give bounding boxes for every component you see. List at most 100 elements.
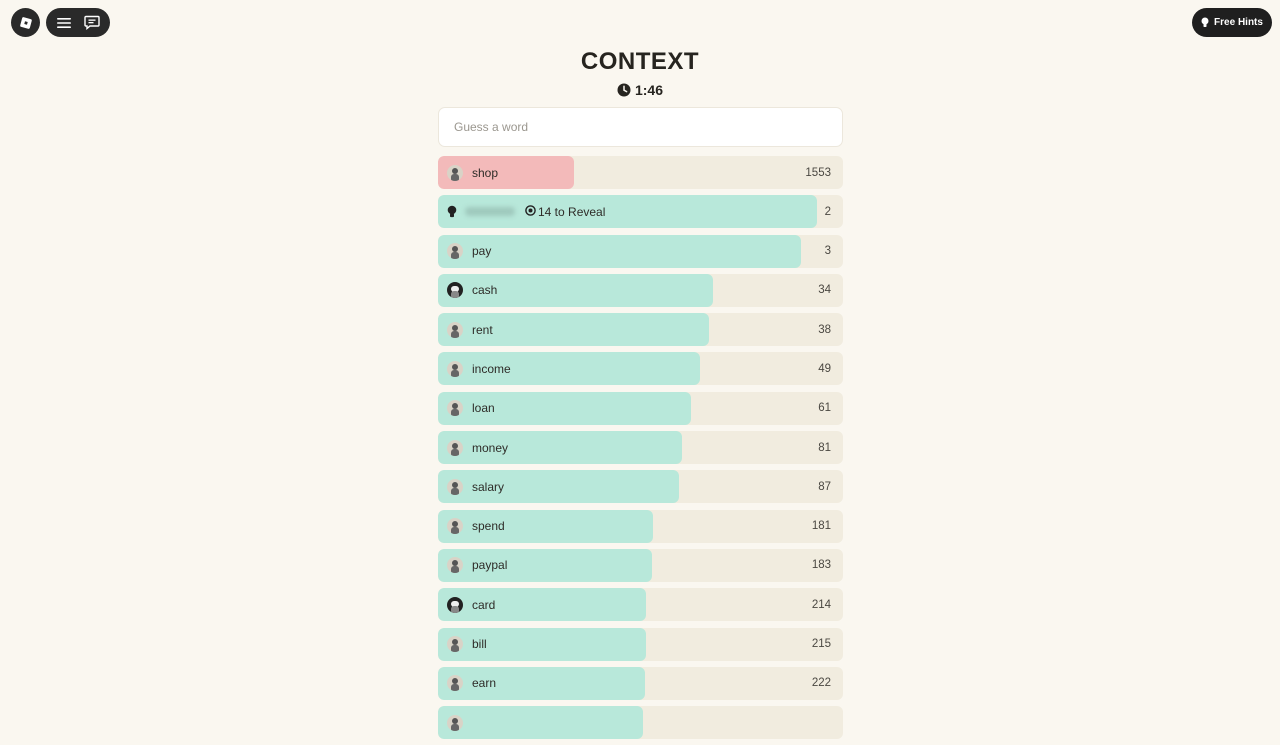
guess-row[interactable]: shop 1553 xyxy=(438,156,843,189)
lightbulb-icon xyxy=(1201,17,1209,27)
guess-rank: 34 xyxy=(818,284,831,297)
guess-word: spend xyxy=(472,519,505,534)
row-content: salary 87 xyxy=(438,470,843,503)
guess-row[interactable]: income 49 xyxy=(438,352,843,386)
row-content xyxy=(438,706,843,739)
avatar xyxy=(447,400,463,417)
closeness-bar xyxy=(438,234,802,268)
hint-rank: 2 xyxy=(824,205,831,218)
guess-word: money xyxy=(472,440,509,455)
lightbulb-icon xyxy=(447,205,457,218)
guess-rank: 81 xyxy=(818,441,831,454)
guess-word: card xyxy=(472,597,496,612)
guess-row[interactable]: bill 215 xyxy=(438,627,843,661)
closeness-bar xyxy=(438,391,692,425)
guess-rank: 214 xyxy=(811,598,831,611)
avatar xyxy=(447,675,463,692)
guess-input[interactable] xyxy=(439,108,842,146)
avatar xyxy=(447,636,463,653)
guess-row[interactable]: cash 34 xyxy=(438,273,843,307)
free-hints-label: Free Hints xyxy=(1214,17,1263,28)
row-content: loan 61 xyxy=(438,392,843,425)
guess-word: bill xyxy=(472,637,487,652)
guess-word: loan xyxy=(472,401,495,416)
guess-rank: 222 xyxy=(811,677,831,690)
avatar xyxy=(447,478,463,495)
clock-icon xyxy=(617,83,631,97)
row-content: income 49 xyxy=(438,352,843,385)
guess-row[interactable]: salary 87 xyxy=(438,470,843,504)
closeness-bar xyxy=(438,313,709,347)
hamburger-menu-button[interactable] xyxy=(52,11,76,35)
free-hints-button[interactable]: Free Hints xyxy=(1192,8,1272,37)
guess-rank: 38 xyxy=(818,323,831,336)
guess-row[interactable]: pay 3 xyxy=(438,234,843,268)
closeness-bar xyxy=(438,509,653,543)
guess-word: salary xyxy=(472,479,505,494)
row-content: paypal 183 xyxy=(438,549,843,582)
closeness-bar xyxy=(438,627,647,661)
row-content: rent 38 xyxy=(438,313,843,346)
guess-input-wrapper xyxy=(438,107,843,147)
avatar xyxy=(447,557,463,574)
timer: 1:46 xyxy=(0,82,1280,98)
guess-row[interactable]: paypal 183 xyxy=(438,548,843,582)
row-content: bill 215 xyxy=(438,628,843,661)
reveal-cost-label: 14 to Reveal xyxy=(538,204,606,219)
guess-word: pay xyxy=(472,244,492,259)
avatar xyxy=(447,282,463,299)
chat-button[interactable] xyxy=(80,11,104,35)
closeness-bar xyxy=(438,548,652,582)
guess-word: earn xyxy=(472,676,497,691)
guess-rank: 183 xyxy=(811,559,831,572)
closeness-bar xyxy=(438,273,713,307)
avatar xyxy=(447,518,463,535)
avatar xyxy=(447,596,463,613)
top-left-controls xyxy=(11,8,110,37)
avatar xyxy=(447,360,463,377)
guess-row[interactable]: card 214 xyxy=(438,588,843,622)
reveal-button[interactable]: 14 to Reveal xyxy=(525,205,825,219)
guess-row[interactable]: rent 38 xyxy=(438,313,843,347)
closeness-bar xyxy=(438,470,679,504)
row-content: earn 222 xyxy=(438,667,843,700)
guess-word: paypal xyxy=(472,558,508,573)
guess-word: income xyxy=(472,361,511,376)
guess-rank: 215 xyxy=(811,638,831,651)
guess-word: shop xyxy=(472,165,499,180)
hint-row[interactable]: 14 to Reveal 2 xyxy=(438,195,843,229)
roblox-logo-icon xyxy=(19,16,32,29)
closeness-bar xyxy=(438,431,682,465)
avatar xyxy=(447,714,463,731)
game-title: CONTEXT xyxy=(580,48,700,75)
guess-rank: 87 xyxy=(818,480,831,493)
guess-rank: 61 xyxy=(818,402,831,415)
guess-row[interactable]: spend 181 xyxy=(438,509,843,543)
guess-rank: 3 xyxy=(824,245,831,258)
row-content: spend 181 xyxy=(438,510,843,543)
row-content: cash 34 xyxy=(438,274,843,307)
hamburger-icon xyxy=(57,17,71,28)
roblox-menu-button[interactable] xyxy=(11,8,40,37)
guess-rank: 49 xyxy=(818,362,831,375)
guess-row[interactable]: earn 222 xyxy=(438,666,843,700)
row-content: shop 1553 xyxy=(438,156,843,189)
closeness-bar xyxy=(438,588,647,622)
guess-rank: 181 xyxy=(811,520,831,533)
avatar xyxy=(447,243,463,260)
menu-chat-group xyxy=(46,8,110,37)
guess-rank: 1553 xyxy=(805,166,831,179)
guess-list: shop 1553 14 to Reveal 2 pay 3 cash 34 rent 38 inc… xyxy=(438,156,843,745)
guess-row[interactable]: loan 61 xyxy=(438,391,843,425)
guess-row[interactable] xyxy=(438,706,843,740)
closeness-bar xyxy=(438,666,645,700)
guess-row[interactable]: money 81 xyxy=(438,431,843,465)
guess-word: cash xyxy=(472,283,498,298)
row-content: pay 3 xyxy=(438,235,843,268)
timer-value: 1:46 xyxy=(634,82,664,98)
hidden-word-blur xyxy=(465,207,515,217)
guess-word: rent xyxy=(472,322,493,337)
row-content: 14 to Reveal 2 xyxy=(438,195,843,228)
robux-icon xyxy=(525,204,536,219)
avatar xyxy=(447,439,463,456)
